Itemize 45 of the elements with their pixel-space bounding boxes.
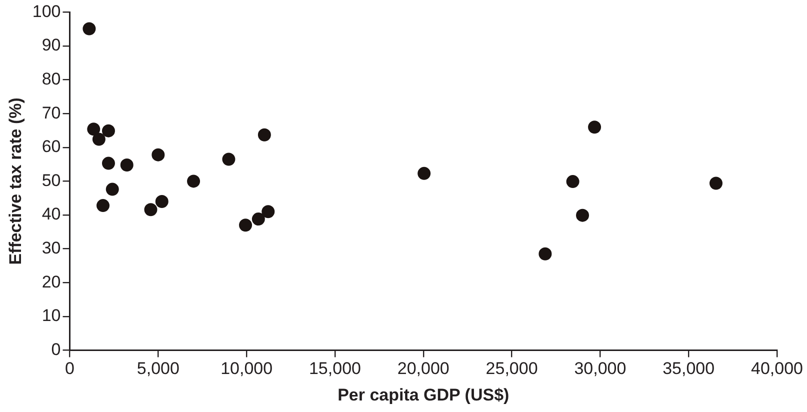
point bbox=[152, 148, 165, 162]
point bbox=[155, 194, 168, 208]
y-tick-label: 50 bbox=[42, 170, 61, 190]
point bbox=[538, 247, 552, 260]
y-axis-title: Effective tax rate (%) bbox=[6, 98, 25, 265]
point bbox=[418, 166, 431, 180]
point bbox=[239, 218, 252, 232]
point bbox=[252, 212, 265, 226]
point bbox=[92, 132, 106, 146]
x-tick-label: 10,000 bbox=[220, 359, 273, 378]
point bbox=[102, 124, 115, 138]
y-tick-label: 10 bbox=[42, 306, 61, 326]
y-tick-label: 90 bbox=[42, 36, 61, 55]
x-tick-label: 30,000 bbox=[574, 359, 626, 378]
y-tick-label: 70 bbox=[42, 103, 61, 122]
x-tick-label: 0 bbox=[65, 359, 74, 378]
point bbox=[87, 122, 100, 136]
point bbox=[120, 158, 134, 172]
point bbox=[222, 152, 236, 166]
point bbox=[82, 22, 96, 36]
y-tick-label: 0 bbox=[51, 340, 61, 359]
y-tick-label: 60 bbox=[42, 137, 61, 156]
y-tick-label: 20 bbox=[42, 272, 61, 292]
point bbox=[102, 156, 115, 170]
point bbox=[96, 199, 110, 212]
x-tick-label: 25,000 bbox=[486, 359, 538, 378]
point bbox=[576, 208, 590, 222]
y-tick-label: 100 bbox=[32, 2, 61, 21]
point bbox=[588, 120, 602, 134]
point bbox=[258, 128, 271, 142]
y-tick-label: 80 bbox=[42, 69, 61, 88]
x-tick-label: 40,000 bbox=[751, 359, 803, 378]
point bbox=[144, 203, 158, 216]
x-axis-title: Per capita GDP (US$) bbox=[338, 385, 510, 404]
x-tick-label: 20,000 bbox=[397, 359, 450, 378]
point bbox=[187, 174, 200, 188]
point bbox=[566, 175, 580, 188]
x-tick-label: 35,000 bbox=[662, 359, 715, 378]
y-tick-label: 30 bbox=[42, 238, 61, 258]
x-tick-label: 5,000 bbox=[136, 359, 180, 378]
y-tick-label: 40 bbox=[42, 204, 61, 224]
point bbox=[710, 176, 722, 190]
point bbox=[262, 205, 275, 218]
x-tick-label: 15,000 bbox=[308, 359, 361, 378]
point bbox=[106, 182, 119, 196]
